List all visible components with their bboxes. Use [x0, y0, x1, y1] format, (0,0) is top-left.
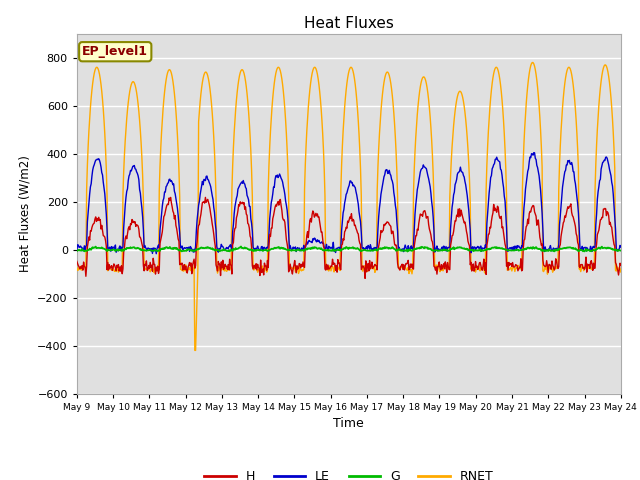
- Y-axis label: Heat Fluxes (W/m2): Heat Fluxes (W/m2): [19, 155, 32, 272]
- Text: EP_level1: EP_level1: [82, 45, 148, 58]
- Title: Heat Fluxes: Heat Fluxes: [304, 16, 394, 31]
- X-axis label: Time: Time: [333, 417, 364, 430]
- Legend: H, LE, G, RNET: H, LE, G, RNET: [199, 465, 499, 480]
